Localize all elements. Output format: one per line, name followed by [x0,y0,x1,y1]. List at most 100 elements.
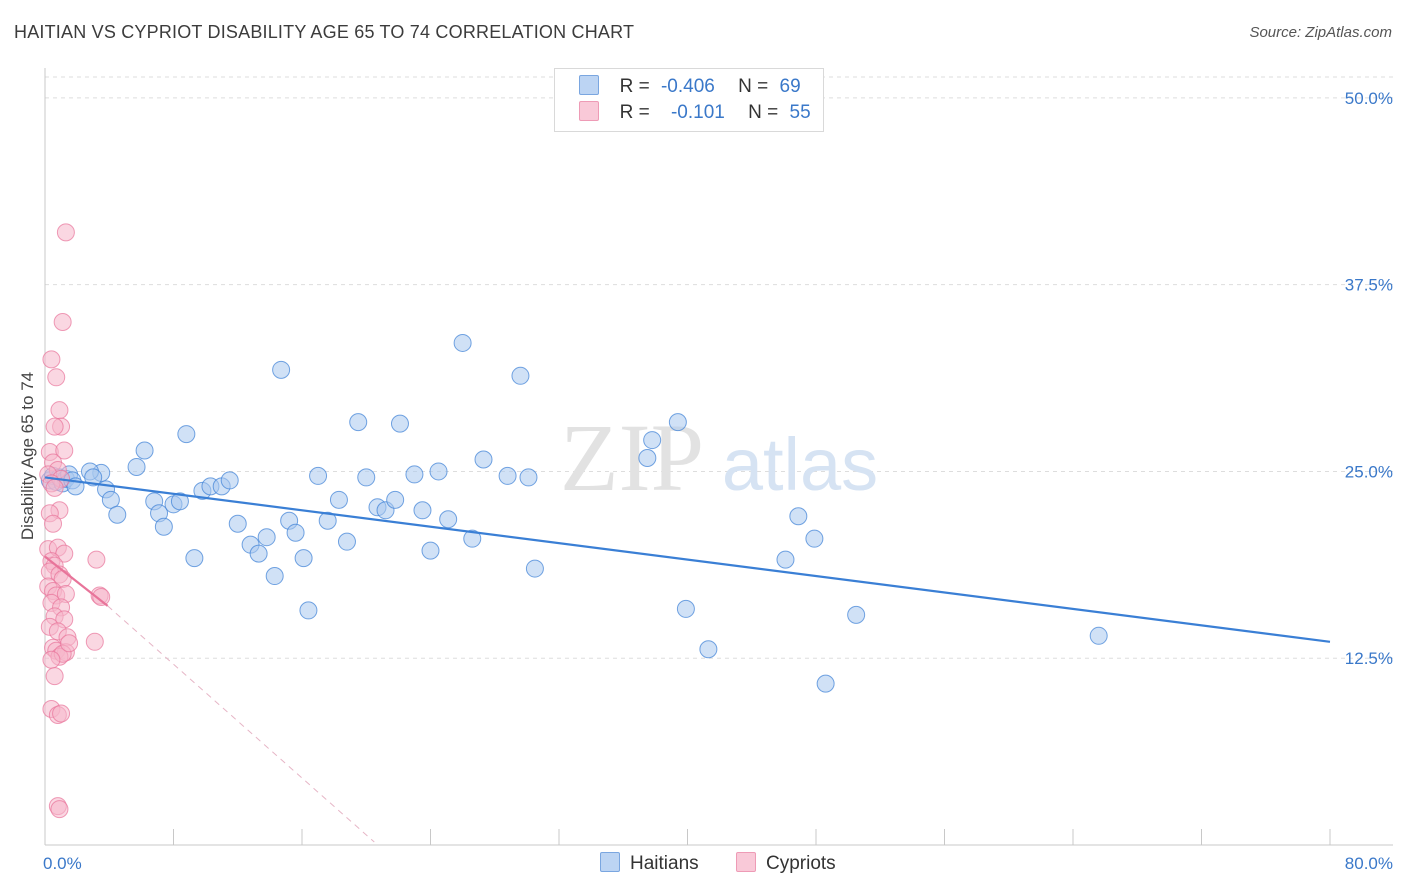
watermark: ZIP atlas [560,404,878,511]
haitians-point [511,366,530,385]
cypriots-point [60,634,79,653]
haitians-point [1089,626,1108,645]
haitians-point [699,640,718,659]
legend-n-value-haitians: 69 [779,76,801,97]
haitians-points [40,333,1108,693]
haitians-point [309,466,328,485]
haitians-point [474,450,493,469]
haitians-point [421,541,440,560]
haitians-point [816,674,835,693]
legend-n-label: N = [738,76,769,97]
haitians-point [286,523,305,542]
haitians-point [439,510,458,529]
haitians-point [519,468,538,487]
grid-lines [45,76,1393,659]
bottom-legend-haitians: Haitians [600,852,699,875]
trend-lines [44,476,1331,843]
y-tick-label: 25.0% [1345,462,1393,481]
source-label: Source: ZipAtlas.com [1249,24,1392,41]
cypriots-point [50,800,69,819]
haitians-point [357,468,376,487]
bottom-legend-swatch-haitians [600,852,620,872]
haitians-point [265,567,284,586]
haitians-point [405,465,424,484]
cypriots-point [87,550,106,569]
cypriots-trend-extension [107,605,375,843]
haitians-point [249,544,268,563]
haitians-point [170,492,189,511]
haitians-point [643,431,662,450]
legend-n-value-cypriots: 55 [789,102,811,123]
bottom-legend-cypriots: Cypriots [736,852,836,875]
tick-labels: 12.5% 25.0% 37.5% 50.0% 0.0% 80.0% [43,89,1393,873]
haitians-point [638,448,657,467]
axes [44,68,1393,846]
haitians-point [135,441,154,460]
haitians-point [847,605,866,624]
cypriots-point [42,650,61,669]
haitians-point [127,457,146,476]
correlation-legend: R = -0.406 N = 69 R = -0.101 N = 55 [554,68,824,132]
watermark-atlas: atlas [722,423,878,506]
haitians-point [84,468,103,487]
haitians-point [294,549,313,568]
cypriots-point [92,587,111,606]
cypriots-point [44,514,63,533]
cypriots-point [45,667,64,686]
legend-n-label: N = [748,102,779,123]
haitians-point [390,414,409,433]
haitians-point [101,490,120,509]
haitians-trend-line [44,476,1331,643]
legend-r-value-cypriots: -0.101 [670,102,725,123]
bottom-legend-label-haitians: Haitians [630,853,699,874]
cypriots-point [47,368,66,387]
haitians-point [676,599,695,618]
y-tick-label: 12.5% [1345,649,1393,668]
cypriots-point [56,223,75,242]
bottom-legend-swatch-cypriots [736,852,756,872]
bottom-legend-label-cypriots: Cypriots [766,853,836,874]
x-tick-label: 0.0% [43,854,82,873]
haitians-point [108,505,127,524]
haitians-point [776,550,795,569]
cypriots-point [42,350,61,369]
y-tick-label: 50.0% [1345,89,1393,108]
cypriots-point [45,417,64,436]
haitians-point [177,425,196,444]
legend-row-cypriots: R = -0.101 N = 55 [579,101,811,127]
haitians-point [789,507,808,526]
haitians-point [329,490,348,509]
chart-title: HAITIAN VS CYPRIOT DISABILITY AGE 65 TO … [14,22,635,42]
legend-r-label: R = [619,102,650,123]
y-axis-label: Disability Age 65 to 74 [18,372,37,540]
haitians-point [185,549,204,568]
cypriots-points [39,223,111,819]
haitians-point [272,360,291,379]
haitians-point [228,514,247,533]
haitians-point [220,471,239,490]
cypriots-trend-line [44,555,109,607]
haitians-point [299,601,318,620]
haitians-point [318,511,337,530]
haitians-point [386,490,405,509]
cypriots-point [50,401,69,420]
cypriots-point [55,441,74,460]
y-tick-label: 37.5% [1345,276,1393,295]
haitians-point [337,532,356,551]
haitians-point [429,462,448,481]
haitians-point [805,529,824,548]
x-tick-label: 80.0% [1345,854,1393,873]
haitians-point [453,333,472,352]
legend-swatch-haitians [579,75,599,95]
legend-r-value-haitians: -0.406 [660,76,715,97]
haitians-point [413,501,432,520]
haitians-point [257,528,276,547]
haitians-point [668,413,687,432]
haitians-point [463,529,482,548]
legend-swatch-cypriots [579,101,599,121]
cypriots-point [52,704,71,723]
cypriots-point [85,632,104,651]
cypriots-point [53,313,72,332]
haitians-point [498,466,517,485]
